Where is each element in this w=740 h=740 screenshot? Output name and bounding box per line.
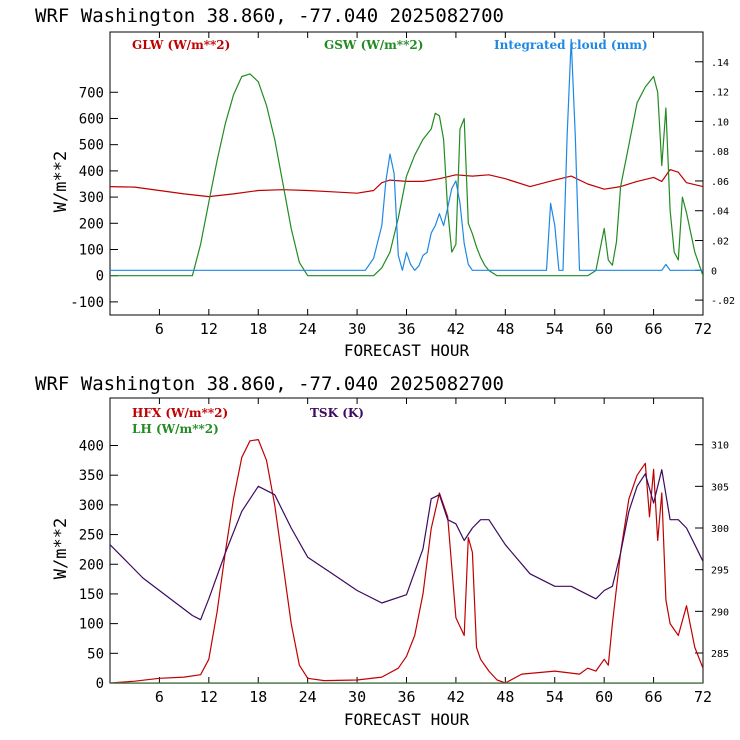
y2-tick-label: .06 [711,177,729,188]
x-axis-label: FORECAST HOUR [344,341,470,360]
x-tick-label: 18 [249,320,267,338]
y2-tick-label: 295 [711,566,729,577]
y-tick-label: 0 [96,676,104,692]
y2-tick-label: 300 [711,524,729,535]
y2-tick-label: .02 [711,237,729,248]
series-line-gsw [110,73,703,277]
x-tick-label: 24 [299,688,317,706]
x-tick-label: 36 [397,688,415,706]
y-axis-label: W/m**2 [51,151,71,212]
y2-tick-label: 310 [711,441,729,452]
y-tick-label: 700 [79,85,104,101]
plot-frame [109,397,704,684]
y-tick-label: 300 [79,498,104,514]
y-tick-label: 100 [79,617,104,633]
x-tick-label: 24 [299,320,317,338]
y2-tick-label: .08 [711,147,729,158]
y2-tick-label: .04 [711,207,729,218]
y-tick-label: 100 [79,242,104,258]
x-tick-label: 54 [546,320,564,338]
x-tick-label: 6 [155,320,164,338]
y-tick-label: 200 [79,557,104,573]
x-tick-label: 48 [496,320,514,338]
y-tick-label: 500 [79,138,104,154]
x-tick-label: 72 [694,320,712,338]
x-tick-label: 30 [348,320,366,338]
y2-tick-label: 285 [711,649,729,660]
y-tick-label: 600 [79,111,104,127]
y-tick-label: 250 [79,528,104,544]
legend-label-tsk: TSK (K) [310,406,364,420]
legend-label-hfx: HFX (W/m**2) [132,406,228,420]
chart-title: WRF Washington 38.860, -77.040 202508270… [35,5,504,27]
y-tick-label: 0 [96,269,104,285]
y-tick-label: 150 [79,587,104,603]
y-tick-label: -100 [70,295,104,311]
series-line-hfx [110,439,703,683]
y2-tick-label: 305 [711,482,729,493]
x-tick-label: 42 [447,320,465,338]
x-tick-label: 60 [595,688,613,706]
x-tick-label: 72 [694,688,712,706]
legend-label-glw: GLW (W/m**2) [132,38,230,52]
y2-tick-label: -.02 [711,296,735,307]
x-tick-label: 66 [645,688,663,706]
y-tick-label: 50 [87,646,104,662]
chart-title: WRF Washington 38.860, -77.040 202508270… [35,373,504,395]
x-tick-label: 6 [155,688,164,706]
x-tick-label: 48 [496,688,514,706]
y2-tick-label: .10 [711,117,729,128]
x-tick-label: 54 [546,688,564,706]
plot-frame [109,31,704,316]
y2-tick-label: .12 [711,88,729,99]
x-tick-label: 12 [200,320,218,338]
x-axis-label: FORECAST HOUR [344,710,470,729]
y-tick-label: 350 [79,468,104,484]
legend-label-integrated: Integrated cloud (mm) [494,38,648,52]
legend-label-gsw: GSW (W/m**2) [324,38,423,52]
x-tick-label: 42 [447,688,465,706]
radiation-panel: WRF Washington 38.860, -77.040 202508270… [35,5,735,360]
x-tick-label: 12 [200,688,218,706]
y-axis-label: W/m**2 [51,518,71,579]
y2-tick-label: 290 [711,607,729,618]
series-line-glw [110,169,703,198]
series-line-integrated [110,38,703,271]
y-tick-label: 400 [79,164,104,180]
series-line-tsk [110,469,703,621]
x-tick-label: 66 [645,320,663,338]
x-tick-label: 30 [348,688,366,706]
heat-flux-panel: WRF Washington 38.860, -77.040 202508270… [35,373,729,729]
y-tick-label: 300 [79,190,104,206]
y-tick-label: 200 [79,216,104,232]
x-tick-label: 60 [595,320,613,338]
x-tick-label: 18 [249,688,267,706]
y2-tick-label: .14 [711,58,729,69]
legend-label-lh: LH (W/m**2) [132,422,219,436]
x-tick-label: 36 [397,320,415,338]
y2-tick-label: 0 [711,266,717,277]
y-tick-label: 400 [79,439,104,455]
